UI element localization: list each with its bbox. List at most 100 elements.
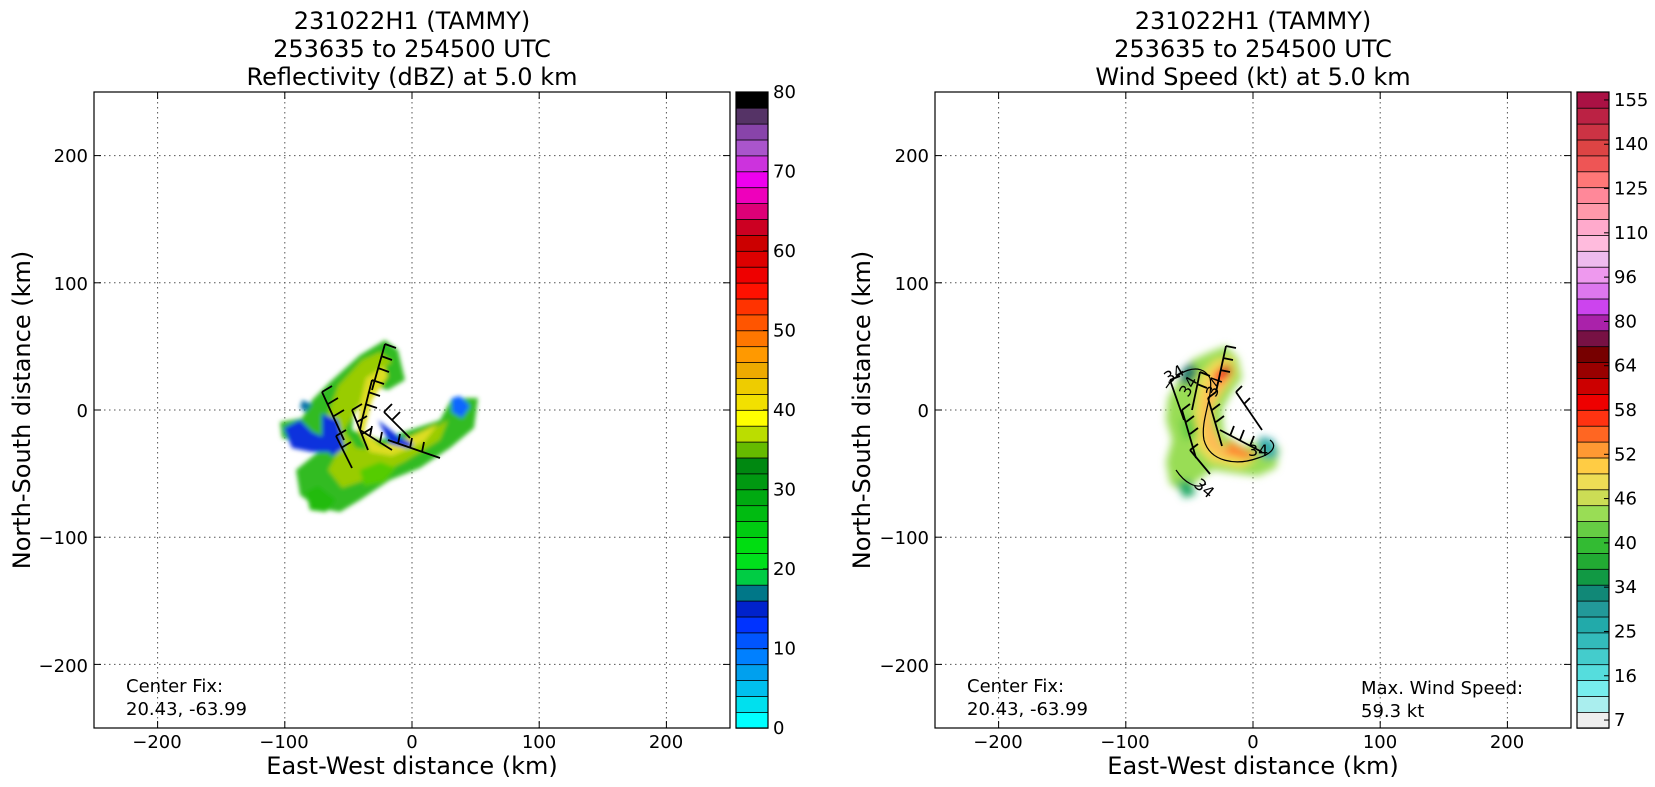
colorbar-swatch xyxy=(1576,600,1610,618)
colorbar-tick-label: 20 xyxy=(773,559,796,580)
colorbar-swatch xyxy=(1576,664,1610,682)
colorbar-tick-label: 58 xyxy=(1614,400,1637,421)
colorbar-swatch xyxy=(735,632,769,650)
colorbar-swatch xyxy=(735,218,769,236)
colorbar-swatch xyxy=(1576,234,1610,252)
colorbar-tick-labels: 0 10 20 30 40 50 60 70 80 xyxy=(763,82,796,739)
title-line-1: 231022H1 (TAMMY) xyxy=(294,7,531,35)
colorbar-swatch xyxy=(1576,425,1610,443)
colorbar-tick-label: 25 xyxy=(1614,621,1637,642)
x-tick-labels: −200 −100 0 100 200 xyxy=(132,732,683,753)
colorbar-tick-label: 40 xyxy=(1614,533,1637,554)
colorbar-tick-label: 70 xyxy=(773,162,796,183)
colorbar-swatch xyxy=(735,123,769,141)
colorbar-swatch xyxy=(1576,123,1610,141)
colorbar-tick-label: 34 xyxy=(1614,577,1637,598)
colorbar-swatch xyxy=(735,202,769,220)
x-tick-label: −200 xyxy=(973,732,1022,753)
colorbar-swatch xyxy=(735,171,769,189)
x-tick-labels: −200 −100 0 100 200 xyxy=(973,732,1524,753)
colorbar-tick-labels: 7 16 25 34 40 46 52 58 64 80 96 110 125 140 155 xyxy=(1604,90,1648,731)
reflectivity-panel: 231022H1 (TAMMY) 253635 to 254500 UTC Re… xyxy=(8,7,796,780)
colorbar-swatch xyxy=(735,377,769,395)
y-axis-label: North-South distance (km) xyxy=(848,251,876,570)
colorbar-swatch xyxy=(1576,520,1610,538)
colorbar-swatch xyxy=(735,552,769,570)
gridlines xyxy=(935,92,1571,728)
title-line-1: 231022H1 (TAMMY) xyxy=(1135,7,1372,35)
x-tick-label: 200 xyxy=(1490,732,1524,753)
colorbar-swatch xyxy=(735,504,769,522)
colorbar-swatch xyxy=(1576,250,1610,268)
colorbar-swatch xyxy=(1576,409,1610,427)
colorbar-swatch xyxy=(1576,441,1610,459)
colorbar-swatch xyxy=(735,139,769,157)
y-tick-label: 0 xyxy=(918,401,929,422)
center-fix-annotation: Center Fix: 20.43, -63.99 xyxy=(967,676,1088,720)
colorbar-tick-label: 10 xyxy=(773,639,796,660)
colorbar-swatch xyxy=(1576,171,1610,189)
colorbar-tick-label: 96 xyxy=(1614,267,1637,288)
reflectivity-colorbar xyxy=(735,91,769,729)
colorbar-swatch xyxy=(1576,377,1610,395)
y-tick-label: 200 xyxy=(895,146,929,167)
title-line-3: Reflectivity (dBZ) at 5.0 km xyxy=(247,63,578,91)
y-tick-label: −200 xyxy=(39,656,88,677)
x-tick-label: −200 xyxy=(132,732,181,753)
max-wind-speed-label: Max. Wind Speed: xyxy=(1361,678,1523,699)
colorbar-swatch xyxy=(1576,695,1610,713)
colorbar-swatch xyxy=(735,266,769,284)
title-line-2: 253635 to 254500 UTC xyxy=(1114,35,1392,63)
wind-speed-colorbar xyxy=(1576,91,1610,729)
colorbar-swatch xyxy=(735,695,769,713)
center-fix-value: 20.43, -63.99 xyxy=(126,699,247,720)
y-tick-label: −200 xyxy=(880,656,929,677)
y-tick-label: 0 xyxy=(77,401,88,422)
colorbar-tick-label: 16 xyxy=(1614,666,1637,687)
colorbar-tick-label: 46 xyxy=(1614,489,1637,510)
x-tick-label: 100 xyxy=(522,732,556,753)
colorbar-tick-label: 125 xyxy=(1614,179,1648,200)
colorbar-swatch xyxy=(1576,298,1610,316)
colorbar-swatch xyxy=(735,679,769,697)
center-fix-label: Center Fix: xyxy=(126,676,223,697)
colorbar-swatch xyxy=(735,473,769,491)
y-tick-label: 200 xyxy=(54,146,88,167)
y-tick-labels: 200 100 0 −100 −200 xyxy=(39,146,88,677)
colorbar-swatch xyxy=(735,409,769,427)
colorbar-swatch xyxy=(735,298,769,316)
colorbar-swatch xyxy=(1576,139,1610,157)
colorbar-swatch xyxy=(735,361,769,379)
colorbar-tick-label: 7 xyxy=(1614,710,1625,731)
center-fix-label: Center Fix: xyxy=(967,676,1064,697)
center-fix-value: 20.43, -63.99 xyxy=(967,699,1088,720)
colorbar-swatch xyxy=(1576,489,1610,507)
colorbar-swatch xyxy=(1576,679,1610,697)
title-line-2: 253635 to 254500 UTC xyxy=(273,35,551,63)
colorbar-tick-label: 110 xyxy=(1614,223,1648,244)
center-fix-annotation: Center Fix: 20.43, -63.99 xyxy=(126,676,247,720)
wind-speed-title: 231022H1 (TAMMY) 253635 to 254500 UTC Wi… xyxy=(1095,7,1410,91)
colorbar-swatch xyxy=(1576,345,1610,363)
colorbar-swatch xyxy=(735,345,769,363)
colorbar-swatch xyxy=(1576,361,1610,379)
x-tick-label: 200 xyxy=(649,732,683,753)
colorbar-swatch xyxy=(735,393,769,411)
colorbar-tick-label: 155 xyxy=(1614,90,1648,111)
x-tick-label: −100 xyxy=(259,732,308,753)
colorbar-swatch xyxy=(735,282,769,300)
colorbar-swatch xyxy=(1576,202,1610,220)
max-wind-speed-annotation: Max. Wind Speed: 59.3 kt xyxy=(1361,678,1523,722)
colorbar-swatch xyxy=(735,457,769,475)
colorbar-swatch xyxy=(1576,457,1610,475)
colorbar-swatch xyxy=(1576,186,1610,204)
reflectivity-field xyxy=(280,340,478,512)
colorbar-tick-label: 80 xyxy=(773,82,796,103)
colorbar-tick-label: 60 xyxy=(773,241,796,262)
colorbar-swatch xyxy=(735,600,769,618)
colorbar-swatch xyxy=(735,568,769,586)
colorbar-swatch xyxy=(1576,616,1610,634)
x-tick-label: −100 xyxy=(1100,732,1149,753)
colorbar-swatch xyxy=(735,520,769,538)
